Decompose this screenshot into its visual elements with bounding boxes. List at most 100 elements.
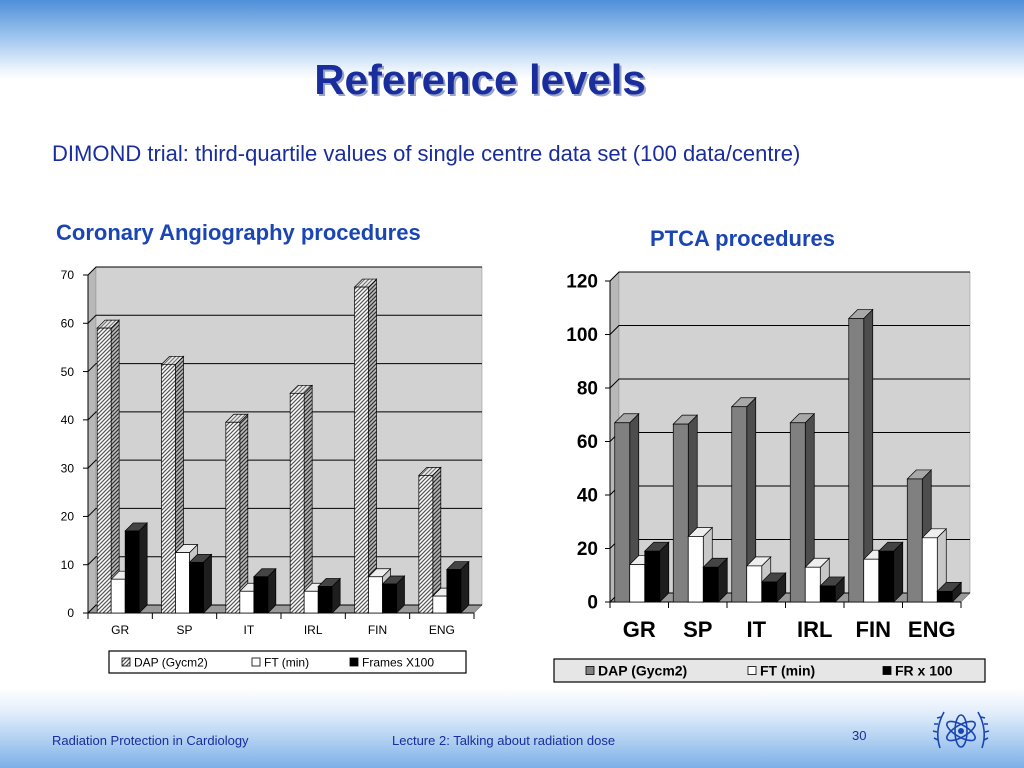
y-tick-label: 0 (587, 593, 598, 614)
y-tick-label: 60 (577, 432, 598, 453)
bar-side (239, 413, 249, 614)
bar-side (368, 278, 377, 614)
bar-front (317, 586, 333, 614)
y-tick-label: 40 (577, 486, 598, 507)
bar (317, 577, 342, 614)
bar-front (354, 286, 369, 614)
bar-front (819, 585, 836, 603)
bar-front (863, 558, 880, 603)
y-tick-label: 120 (566, 272, 598, 293)
bar-side (303, 384, 313, 614)
gridline (87, 556, 482, 566)
bar-front (253, 576, 269, 614)
bar-front (446, 569, 462, 614)
y-tick-label: 50 (61, 365, 75, 379)
bar (124, 522, 149, 614)
bar (936, 581, 963, 603)
legend-box (108, 650, 467, 674)
bar-front (746, 565, 763, 603)
bar-front (368, 576, 383, 614)
bar (643, 541, 670, 603)
y-tick-label: 100 (566, 325, 598, 346)
gridline (87, 459, 482, 469)
x-tick-label: GR (111, 623, 129, 637)
bar-front (702, 566, 719, 603)
bar-front (644, 550, 661, 603)
bar-side (138, 522, 148, 614)
bar (730, 396, 757, 603)
gridline (87, 363, 482, 372)
slide-title: Reference levels (314, 56, 646, 103)
x-tick-label: IRL (304, 623, 323, 637)
x-tick-label: ENG (429, 623, 455, 637)
gridline (87, 314, 482, 324)
bar-front (936, 590, 953, 603)
bar-front (848, 318, 865, 603)
bar (353, 278, 378, 614)
bar (847, 308, 874, 603)
bar-front (672, 423, 689, 603)
y-tick-label: 10 (61, 558, 75, 572)
legend-label: Frames X100 (362, 655, 434, 669)
page-number: 30 (852, 728, 867, 743)
legend-swatch (251, 657, 261, 667)
bar-front (175, 552, 190, 614)
x-tick-label: IT (746, 617, 766, 642)
legend-label: FT (min) (760, 663, 815, 679)
bar (417, 466, 442, 614)
y-tick-label: 40 (61, 413, 75, 427)
bar-front (804, 566, 821, 603)
bar-front (382, 583, 397, 614)
legend-swatch (747, 666, 757, 675)
footer-lecture-title: Lecture 2: Talking about radiation dose (392, 733, 616, 748)
bar (289, 384, 314, 614)
x-tick-label: FIN (368, 623, 387, 637)
bar-front (161, 363, 176, 614)
bar-front (921, 537, 938, 603)
bar-front (906, 478, 923, 603)
bar (819, 576, 846, 603)
iaea-logo-icon (932, 711, 990, 749)
bar (613, 412, 640, 603)
bar-side (110, 319, 120, 614)
bar (760, 572, 787, 603)
y-tick-label: 20 (61, 510, 75, 524)
bar-front (124, 530, 140, 614)
bar (252, 567, 277, 614)
bar-front (731, 406, 748, 603)
right-chart-title: PTCA procedures (650, 226, 836, 251)
footer-band (0, 688, 1024, 768)
y-tick-label: 60 (61, 316, 75, 330)
bar-front (96, 327, 112, 614)
gridline (87, 604, 482, 614)
bar (789, 412, 816, 603)
bar-front (432, 595, 448, 614)
x-tick-label: SP (683, 617, 712, 642)
slide-subtitle: DIMOND trial: third-quartile values of s… (52, 141, 801, 166)
legend-swatch (585, 666, 595, 675)
bar (224, 413, 249, 614)
bar-front (629, 564, 646, 603)
bar-front (239, 590, 255, 614)
legend-box (553, 658, 986, 683)
bar (877, 541, 904, 603)
legend: DAP (Gycm2) FT (min) Frames X100 (108, 650, 467, 674)
x-tick-label: GR (623, 617, 656, 642)
chart-angiography: 0 10 20 30 40 50 60 70 GR SP IT IRL FIN ENG DAP (Gycm2… (61, 266, 483, 674)
x-tick-label: ENG (908, 617, 956, 642)
legend-label: FT (min) (264, 655, 309, 669)
header-band (0, 0, 1024, 80)
bar-side (460, 560, 470, 614)
chart-ptca: 0 20 40 60 80 100 120 GR SP IT IRL FIN ENG DAP (Gycm2… (553, 271, 986, 683)
bar (381, 575, 406, 614)
x-tick-label: SP (176, 623, 192, 637)
bar (921, 527, 948, 603)
bar-side (203, 553, 212, 614)
bar-front (189, 561, 204, 614)
bar-front (110, 578, 126, 614)
gridline (609, 271, 970, 282)
bar-front (878, 550, 895, 603)
gridline (87, 266, 482, 276)
x-tick-label: IT (243, 623, 254, 637)
